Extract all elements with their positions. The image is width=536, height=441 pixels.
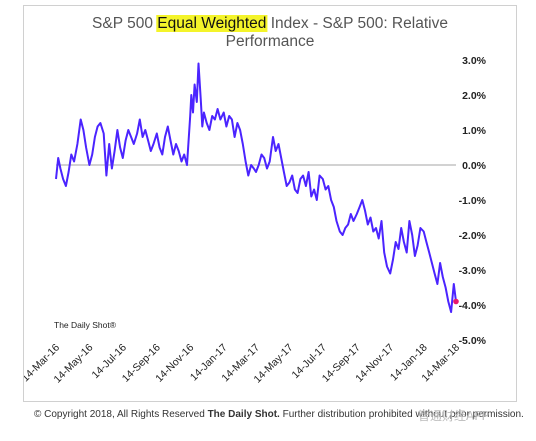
series-group: [55, 62, 459, 313]
watermark-text: 智通财经APP: [418, 409, 489, 423]
copyright-brand: The Daily Shot.: [207, 409, 280, 420]
copyright-prefix: © Copyright 2018, All Rights Reserved: [34, 409, 208, 420]
y-axis: 3.0% 2.0% 1.0% 0.0% -1.0% -2.0% -3.0% -4.0% -5.0…: [459, 55, 487, 347]
y-tick-label: 1.0%: [462, 125, 487, 137]
y-tick-label: 3.0%: [462, 55, 487, 67]
y-tick-label: -5.0%: [459, 335, 487, 347]
title-part-highlighted: Equal Weighted: [157, 15, 266, 32]
y-tick-label: -1.0%: [459, 195, 487, 207]
line-chart: S&P 500 Equal Weighted Index - S&P 500: …: [24, 15, 487, 386]
copyright-notice: © Copyright 2018, All Rights Reserved Th…: [34, 409, 524, 420]
title-part-3: Index - S&P 500: Relative: [266, 15, 448, 32]
y-tick-label: -3.0%: [459, 265, 487, 277]
title-highlight: [156, 15, 268, 32]
chart-title-line2: Performance: [226, 33, 315, 50]
series-endpoint-marker: [453, 298, 459, 305]
chart-title: S&P 500 Equal Weighted Index - S&P 500: …: [92, 15, 448, 32]
x-axis: 14-Mar-1614-May-1614-Jul-1614-Sep-1614-N…: [24, 342, 462, 386]
source-label: The Daily Shot®: [54, 320, 117, 330]
y-tick-label: 0.0%: [462, 160, 487, 172]
y-tick-label: -4.0%: [459, 300, 487, 312]
y-tick-label: -2.0%: [459, 230, 487, 242]
copyright-suffix: Further distribution prohibited without …: [279, 409, 524, 420]
chart-frame: S&P 500 Equal Weighted Index - S&P 500: …: [23, 5, 517, 402]
title-part-1: S&P 500: [92, 15, 157, 32]
y-tick-label: 2.0%: [462, 90, 487, 102]
series-line: [55, 62, 457, 313]
